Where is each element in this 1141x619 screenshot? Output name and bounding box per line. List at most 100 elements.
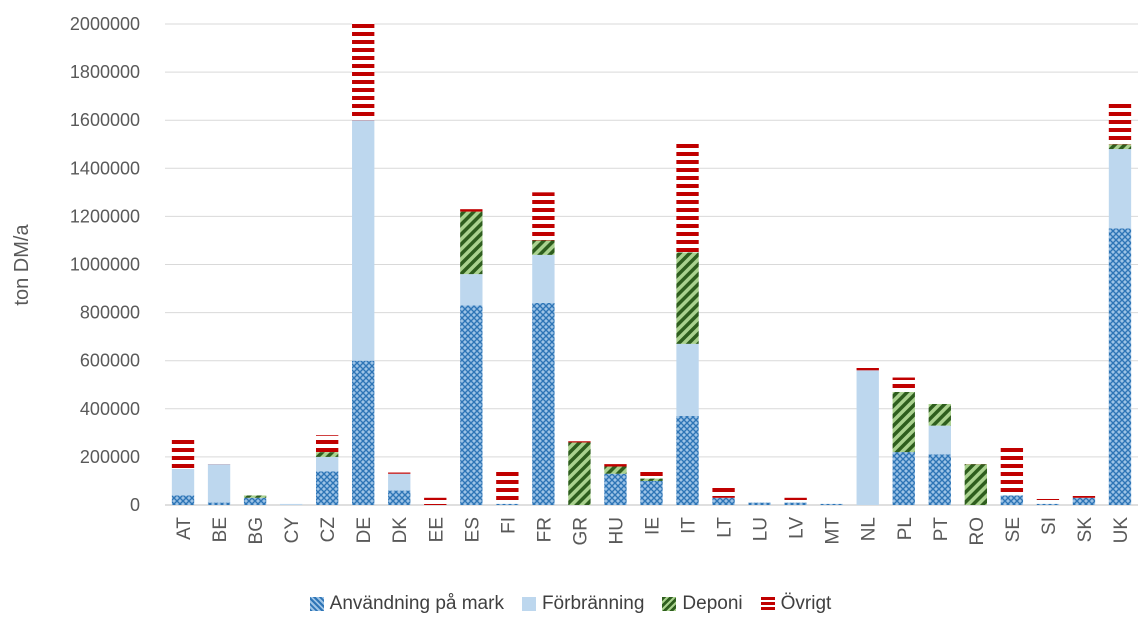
bar-stack-se bbox=[1000, 447, 1024, 505]
legend-swatch bbox=[760, 597, 775, 611]
bar-segment bbox=[207, 502, 231, 505]
bar-segment bbox=[928, 425, 951, 455]
bar-segment bbox=[315, 452, 339, 457]
x-tick-label: SE bbox=[1003, 517, 1024, 542]
bar-stack-at bbox=[171, 437, 195, 505]
bar-segment bbox=[460, 274, 483, 306]
bar-stack-ro bbox=[964, 462, 988, 505]
bar-stack-uk bbox=[1108, 103, 1132, 506]
x-tick-label: BE bbox=[210, 517, 231, 542]
bar-segment bbox=[712, 485, 735, 498]
bar-segment bbox=[460, 305, 483, 505]
bar-stack-dk bbox=[388, 472, 411, 505]
bar-segment bbox=[1000, 495, 1024, 505]
bar-stacks bbox=[171, 21, 1132, 506]
legend-swatch bbox=[309, 597, 324, 611]
bar-segment bbox=[532, 302, 555, 505]
bar-stack-cz bbox=[315, 435, 339, 505]
bar-stack-lu bbox=[748, 501, 771, 505]
bar-segment bbox=[640, 480, 663, 505]
x-tick-label: DE bbox=[354, 517, 375, 543]
bar-segment bbox=[424, 497, 447, 505]
bar-stack-gr bbox=[568, 441, 591, 505]
bar-segment bbox=[640, 478, 663, 481]
bar-segment bbox=[1000, 447, 1024, 496]
bar-stack-fi bbox=[496, 470, 519, 505]
bar-segment bbox=[352, 120, 375, 361]
bar-segment bbox=[892, 391, 915, 453]
x-tick-label: FR bbox=[534, 517, 555, 542]
legend-label: Användning på mark bbox=[329, 593, 504, 614]
bar-segment bbox=[1072, 497, 1096, 505]
bar-segment bbox=[1036, 503, 1060, 505]
bar-segment bbox=[1108, 149, 1132, 229]
bar-segment bbox=[460, 211, 483, 275]
bar-segment bbox=[640, 471, 663, 479]
x-tick-label: LV bbox=[787, 517, 808, 539]
legend-item: Förbränning bbox=[521, 593, 644, 615]
bar-segment bbox=[784, 502, 807, 505]
bar-segment bbox=[712, 497, 735, 505]
bar-segment bbox=[856, 370, 879, 505]
bar-stack-pt bbox=[928, 403, 951, 505]
bar-segment bbox=[388, 490, 411, 505]
bar-segment bbox=[964, 464, 988, 505]
y-gridlines bbox=[165, 23, 1138, 506]
bar-segment bbox=[856, 367, 879, 371]
bar-segment bbox=[532, 254, 555, 303]
legend-item: Användning på mark bbox=[309, 593, 504, 615]
x-tick-label: IT bbox=[679, 517, 700, 534]
bar-stack-bg bbox=[243, 492, 267, 505]
bar-segment bbox=[928, 403, 951, 426]
bar-segment bbox=[171, 468, 195, 496]
x-tick-label: PL bbox=[895, 517, 916, 540]
bar-stack-it bbox=[676, 141, 699, 505]
bar-stack-mt bbox=[820, 502, 843, 505]
y-tick-label: 1000000 bbox=[70, 255, 140, 275]
bar-segment bbox=[748, 501, 771, 503]
legend-item: Deponi bbox=[662, 593, 743, 615]
bar-segment bbox=[928, 454, 951, 505]
bar-segment bbox=[207, 462, 231, 465]
bar-segment bbox=[315, 435, 339, 453]
legend-item: Övrigt bbox=[760, 593, 832, 615]
bar-segment bbox=[207, 464, 231, 503]
bar-stack-cy bbox=[279, 501, 303, 505]
y-tick-label: 1200000 bbox=[70, 206, 140, 226]
bar-segment bbox=[532, 192, 555, 241]
bar-segment bbox=[604, 466, 627, 474]
bar-segment bbox=[964, 462, 988, 465]
bar-segment bbox=[171, 437, 195, 469]
bar-segment bbox=[352, 21, 375, 121]
bar-stack-sk bbox=[1072, 494, 1096, 505]
bar-stack-fr bbox=[532, 192, 555, 505]
bar-segment bbox=[243, 497, 267, 505]
legend-label: Övrigt bbox=[780, 593, 832, 614]
x-axis-ticks: AT BE BG CY CZ DE DK EE ES FI FR GR HU IE IT LT LU LV MT NL… bbox=[174, 517, 1132, 546]
bar-segment bbox=[1108, 228, 1132, 506]
bar-segment bbox=[1108, 144, 1132, 150]
x-tick-label: AT bbox=[174, 517, 195, 540]
bar-segment bbox=[243, 495, 267, 498]
bar-segment bbox=[532, 240, 555, 255]
bar-stack-nl bbox=[856, 367, 879, 505]
y-axis-ticks: 0 200000 400000 600000 800000 1000000 1200000 1… bbox=[70, 14, 140, 515]
x-tick-label: MT bbox=[823, 517, 844, 545]
stacked-bar-chart: 0 200000 400000 600000 800000 1000000 1200000 1… bbox=[11, 14, 1138, 546]
x-tick-label: HU bbox=[606, 517, 627, 544]
bar-stack-es bbox=[460, 209, 483, 505]
bar-segment bbox=[568, 442, 591, 505]
y-axis-title: ton DM/a bbox=[11, 224, 33, 306]
x-tick-label: GR bbox=[570, 517, 591, 546]
x-tick-label: LT bbox=[715, 517, 736, 538]
bar-segment bbox=[315, 471, 339, 505]
bar-segment bbox=[892, 377, 915, 392]
bar-stack-de bbox=[352, 21, 375, 505]
bar-stack-lv bbox=[784, 497, 807, 505]
bar-segment bbox=[604, 464, 627, 467]
bar-stack-lt bbox=[712, 485, 735, 505]
x-tick-label: CZ bbox=[318, 517, 339, 543]
legend-swatch bbox=[662, 597, 677, 611]
x-tick-label: LU bbox=[751, 517, 772, 541]
bar-segment bbox=[820, 502, 843, 504]
